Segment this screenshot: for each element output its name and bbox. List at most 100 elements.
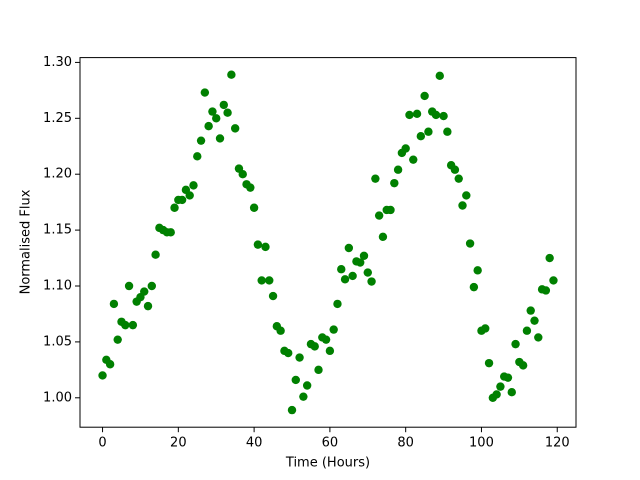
x-tick-label: 80 xyxy=(397,436,414,451)
point xyxy=(189,181,198,190)
point xyxy=(299,392,308,401)
point xyxy=(238,170,247,179)
x-tick-label: 100 xyxy=(469,436,494,451)
point xyxy=(371,174,380,183)
point xyxy=(420,91,429,101)
point xyxy=(507,388,516,397)
point xyxy=(496,382,505,391)
x-axis-label: Time (Hours) xyxy=(285,456,370,471)
point xyxy=(147,281,157,291)
point xyxy=(405,110,414,120)
point xyxy=(390,178,399,188)
point xyxy=(356,258,365,267)
point xyxy=(401,144,410,153)
point xyxy=(204,121,213,131)
point xyxy=(170,203,179,212)
point xyxy=(450,165,460,174)
point xyxy=(287,405,297,415)
point xyxy=(435,71,444,81)
point xyxy=(526,306,535,315)
point xyxy=(439,111,448,121)
point xyxy=(348,271,357,281)
point xyxy=(462,191,471,200)
y-tick-label: 1.15 xyxy=(43,223,72,238)
point xyxy=(393,165,403,174)
point xyxy=(511,339,520,349)
point xyxy=(268,291,278,301)
point xyxy=(230,124,240,133)
point xyxy=(378,232,388,242)
point xyxy=(246,183,255,192)
point xyxy=(208,107,217,116)
point xyxy=(473,266,482,275)
point xyxy=(344,243,354,253)
y-tick-label: 1.05 xyxy=(43,334,72,349)
y-tick-label: 1.00 xyxy=(43,390,72,405)
point xyxy=(151,250,160,259)
point xyxy=(193,152,202,161)
point xyxy=(458,201,467,210)
point xyxy=(215,134,225,143)
point xyxy=(276,326,285,335)
point xyxy=(443,127,452,136)
point xyxy=(223,108,232,117)
point xyxy=(249,203,259,212)
x-tick-label: 40 xyxy=(246,436,263,451)
x-tick-label: 20 xyxy=(170,436,187,451)
point xyxy=(128,320,138,330)
point xyxy=(314,365,323,375)
point xyxy=(284,348,293,358)
point xyxy=(492,390,501,399)
point xyxy=(431,110,441,120)
point xyxy=(374,211,384,220)
point xyxy=(333,299,342,309)
point xyxy=(109,299,119,309)
point xyxy=(143,301,153,311)
point xyxy=(140,287,149,296)
point xyxy=(200,88,210,97)
point xyxy=(261,242,270,252)
point xyxy=(409,155,418,164)
point xyxy=(227,70,236,79)
point xyxy=(545,253,554,263)
point xyxy=(340,275,350,284)
point xyxy=(265,276,274,285)
point xyxy=(503,373,513,382)
point xyxy=(325,346,335,356)
point xyxy=(212,114,221,123)
point xyxy=(484,358,494,368)
point xyxy=(469,282,479,292)
point xyxy=(363,268,372,277)
y-tick-label: 1.10 xyxy=(43,279,72,294)
point xyxy=(321,335,331,344)
point xyxy=(257,276,266,285)
y-tick-label: 1.30 xyxy=(43,55,72,70)
point xyxy=(424,127,433,136)
point xyxy=(412,109,422,119)
point xyxy=(113,335,122,344)
point xyxy=(337,265,346,274)
y-tick-label: 1.25 xyxy=(43,111,72,126)
point xyxy=(481,324,490,333)
point xyxy=(367,277,376,286)
point xyxy=(105,360,115,369)
point xyxy=(329,325,338,334)
point xyxy=(518,361,528,370)
x-tick-label: 120 xyxy=(545,436,570,451)
point xyxy=(549,276,558,285)
point xyxy=(416,131,426,141)
point xyxy=(310,342,319,351)
point xyxy=(219,100,228,110)
point xyxy=(295,353,304,362)
point xyxy=(177,195,187,205)
point xyxy=(530,316,539,325)
x-tick-label: 0 xyxy=(98,436,106,451)
point xyxy=(541,286,551,295)
point xyxy=(454,174,463,183)
x-tick-label: 60 xyxy=(322,436,339,451)
y-tick-label: 1.20 xyxy=(43,167,72,182)
point xyxy=(302,381,312,390)
point xyxy=(196,136,206,145)
